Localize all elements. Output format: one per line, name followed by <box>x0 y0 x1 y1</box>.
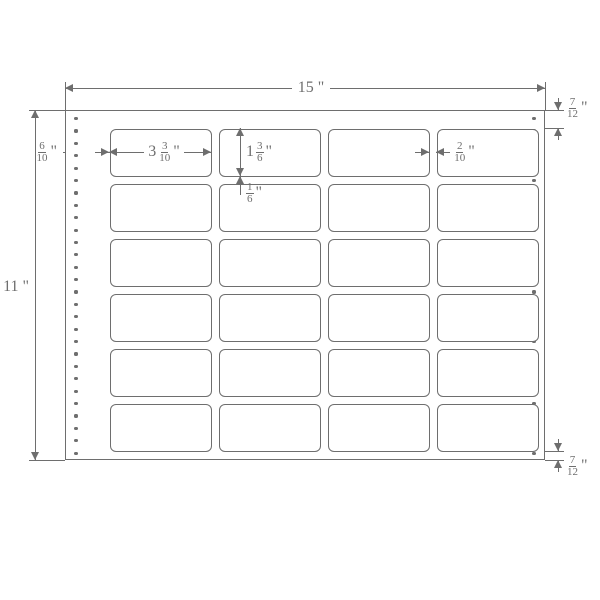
label-cell <box>328 129 430 177</box>
perforation-hole <box>532 452 535 455</box>
perforation-hole <box>74 142 77 145</box>
dim-top-margin: 712" <box>566 97 588 119</box>
label-cell <box>328 404 430 452</box>
dim-overall-width: 15" <box>292 80 331 96</box>
perforation-hole <box>74 278 77 281</box>
label-cell <box>328 239 430 287</box>
dim-overall-height: 11" <box>1 277 31 297</box>
perforation-hole <box>74 191 77 194</box>
dim-cell-width: 3310" <box>144 141 184 163</box>
label-cell <box>219 404 321 452</box>
perforation-hole <box>74 402 77 405</box>
dim-vertical-gap: 16" <box>246 182 262 204</box>
perforation-hole <box>74 241 77 244</box>
label-cell <box>328 349 430 397</box>
label-cell <box>110 404 212 452</box>
label-cell <box>219 239 321 287</box>
perforation-hole <box>74 427 77 430</box>
perforation-hole <box>74 253 77 256</box>
label-cell <box>437 184 539 232</box>
perforation-hole <box>532 179 535 182</box>
label-cell <box>219 349 321 397</box>
perforation-hole <box>74 129 77 132</box>
perforation-hole <box>74 167 77 170</box>
label-cell <box>219 294 321 342</box>
label-cell <box>219 184 321 232</box>
dim-cell-height: 136" <box>246 141 272 163</box>
label-cell <box>328 184 430 232</box>
label-cell <box>437 294 539 342</box>
perforation-hole <box>74 414 77 417</box>
perforation-strip-left <box>66 117 86 455</box>
label-sheet-diagram: 15" 11" 610" 3310" 136" 16" 210" 712" 712" <box>0 0 600 600</box>
perforation-hole <box>74 290 77 293</box>
perforation-hole <box>74 266 77 269</box>
label-cell <box>328 294 430 342</box>
dim-horizontal-gap: 210" <box>453 141 475 163</box>
perforation-hole <box>74 439 77 442</box>
perforation-hole <box>74 179 77 182</box>
perforation-hole <box>74 204 77 207</box>
perforation-hole <box>74 303 77 306</box>
perforation-hole <box>532 117 535 120</box>
perforation-hole <box>74 340 77 343</box>
label-cell <box>437 349 539 397</box>
label-cell <box>437 404 539 452</box>
perforation-hole <box>74 216 77 219</box>
label-cell <box>110 239 212 287</box>
perforation-hole <box>74 315 77 318</box>
label-cell <box>110 294 212 342</box>
perforation-hole <box>74 365 77 368</box>
perforation-hole <box>74 452 77 455</box>
label-cell <box>110 349 212 397</box>
perforation-hole <box>74 154 77 157</box>
perforation-hole <box>74 377 77 380</box>
perforation-hole <box>74 117 77 120</box>
dim-left-margin: 610" <box>35 141 57 163</box>
dim-bottom-margin: 712" <box>566 455 588 477</box>
perforation-hole <box>74 328 77 331</box>
perforation-hole <box>74 390 77 393</box>
perforation-hole <box>74 352 77 355</box>
label-cell <box>437 239 539 287</box>
label-cell <box>110 184 212 232</box>
perforation-hole <box>74 229 77 232</box>
